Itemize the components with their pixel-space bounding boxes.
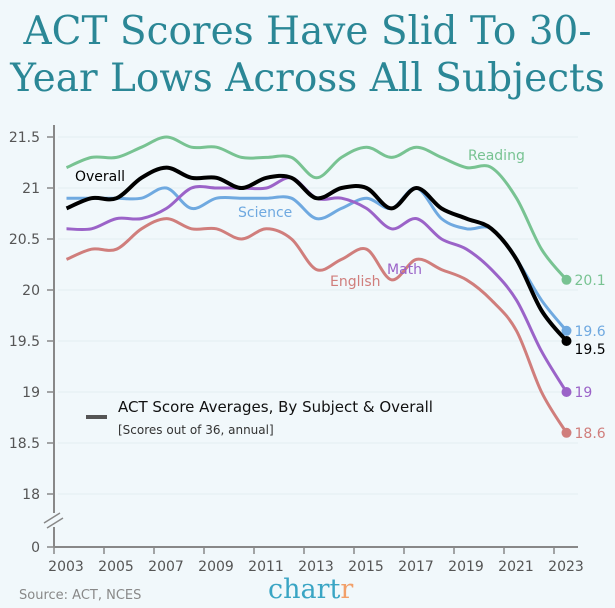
end-value-label: 19.6 [575,324,606,340]
chartr-logo: chartr [268,574,353,605]
x-tick-label: 2019 [448,559,484,575]
x-tick-label: 2011 [248,559,284,575]
x-tick-label: 2015 [348,559,384,575]
y-tick-label: 21.5 [9,130,40,146]
series-line-overall [65,165,569,343]
legend: ACT Score Averages, By Subject & Overall… [86,398,433,437]
logo-main: chart [268,574,341,605]
y-tick-label: 19.5 [9,334,40,350]
x-tick-label: 2021 [498,559,534,575]
series-name-label: Math [387,262,422,278]
end-point-english [561,427,572,438]
series-line-reading [65,135,568,281]
end-point-math [561,387,572,397]
end-point-science [561,325,572,336]
y-tick-label: 21 [22,181,40,197]
chart-title: ACT Scores Have Slid To 30-Year Lows Acr… [10,9,605,101]
series-name-label: Science [238,205,292,221]
x-tick-label: 2005 [98,559,134,575]
y-tick-label: 19 [22,385,40,401]
axis-break-icon [43,512,64,529]
x-tick-label: 2023 [548,559,584,575]
y-tick-label: 20.5 [9,232,40,248]
x-tick-label: 2009 [198,559,234,575]
end-value-label: 19 [575,385,593,401]
x-tick-label: 2013 [298,559,334,575]
series-line-math [66,176,568,393]
source-note: Source: ACT, NCES [19,588,142,603]
x-tick-label: 2003 [48,559,84,575]
series-name-label: Reading [468,148,525,164]
end-value-label: 18.6 [575,426,606,442]
y-tick-label: 20 [22,283,40,299]
x-tick-label: 2007 [148,559,184,575]
end-point-overall [561,336,572,346]
legend-title: ACT Score Averages, By Subject & Overall [118,398,433,416]
logo-accent: r [340,574,354,605]
series-line-english [65,217,568,434]
series-name-label: English [330,274,381,290]
x-tick-label: 2017 [398,559,434,575]
series-line-science [66,186,568,332]
series-name-label: Overall [75,169,125,185]
legend-subtitle: [Scores out of 36, annual] [118,423,274,437]
y-tick-label: 18 [22,487,40,503]
y-tick-label: 0 [31,540,40,556]
end-value-label: 20.1 [575,273,606,289]
end-point-reading [561,274,572,285]
end-value-label: 19.5 [575,342,606,358]
y-tick-label: 18.5 [9,436,40,452]
